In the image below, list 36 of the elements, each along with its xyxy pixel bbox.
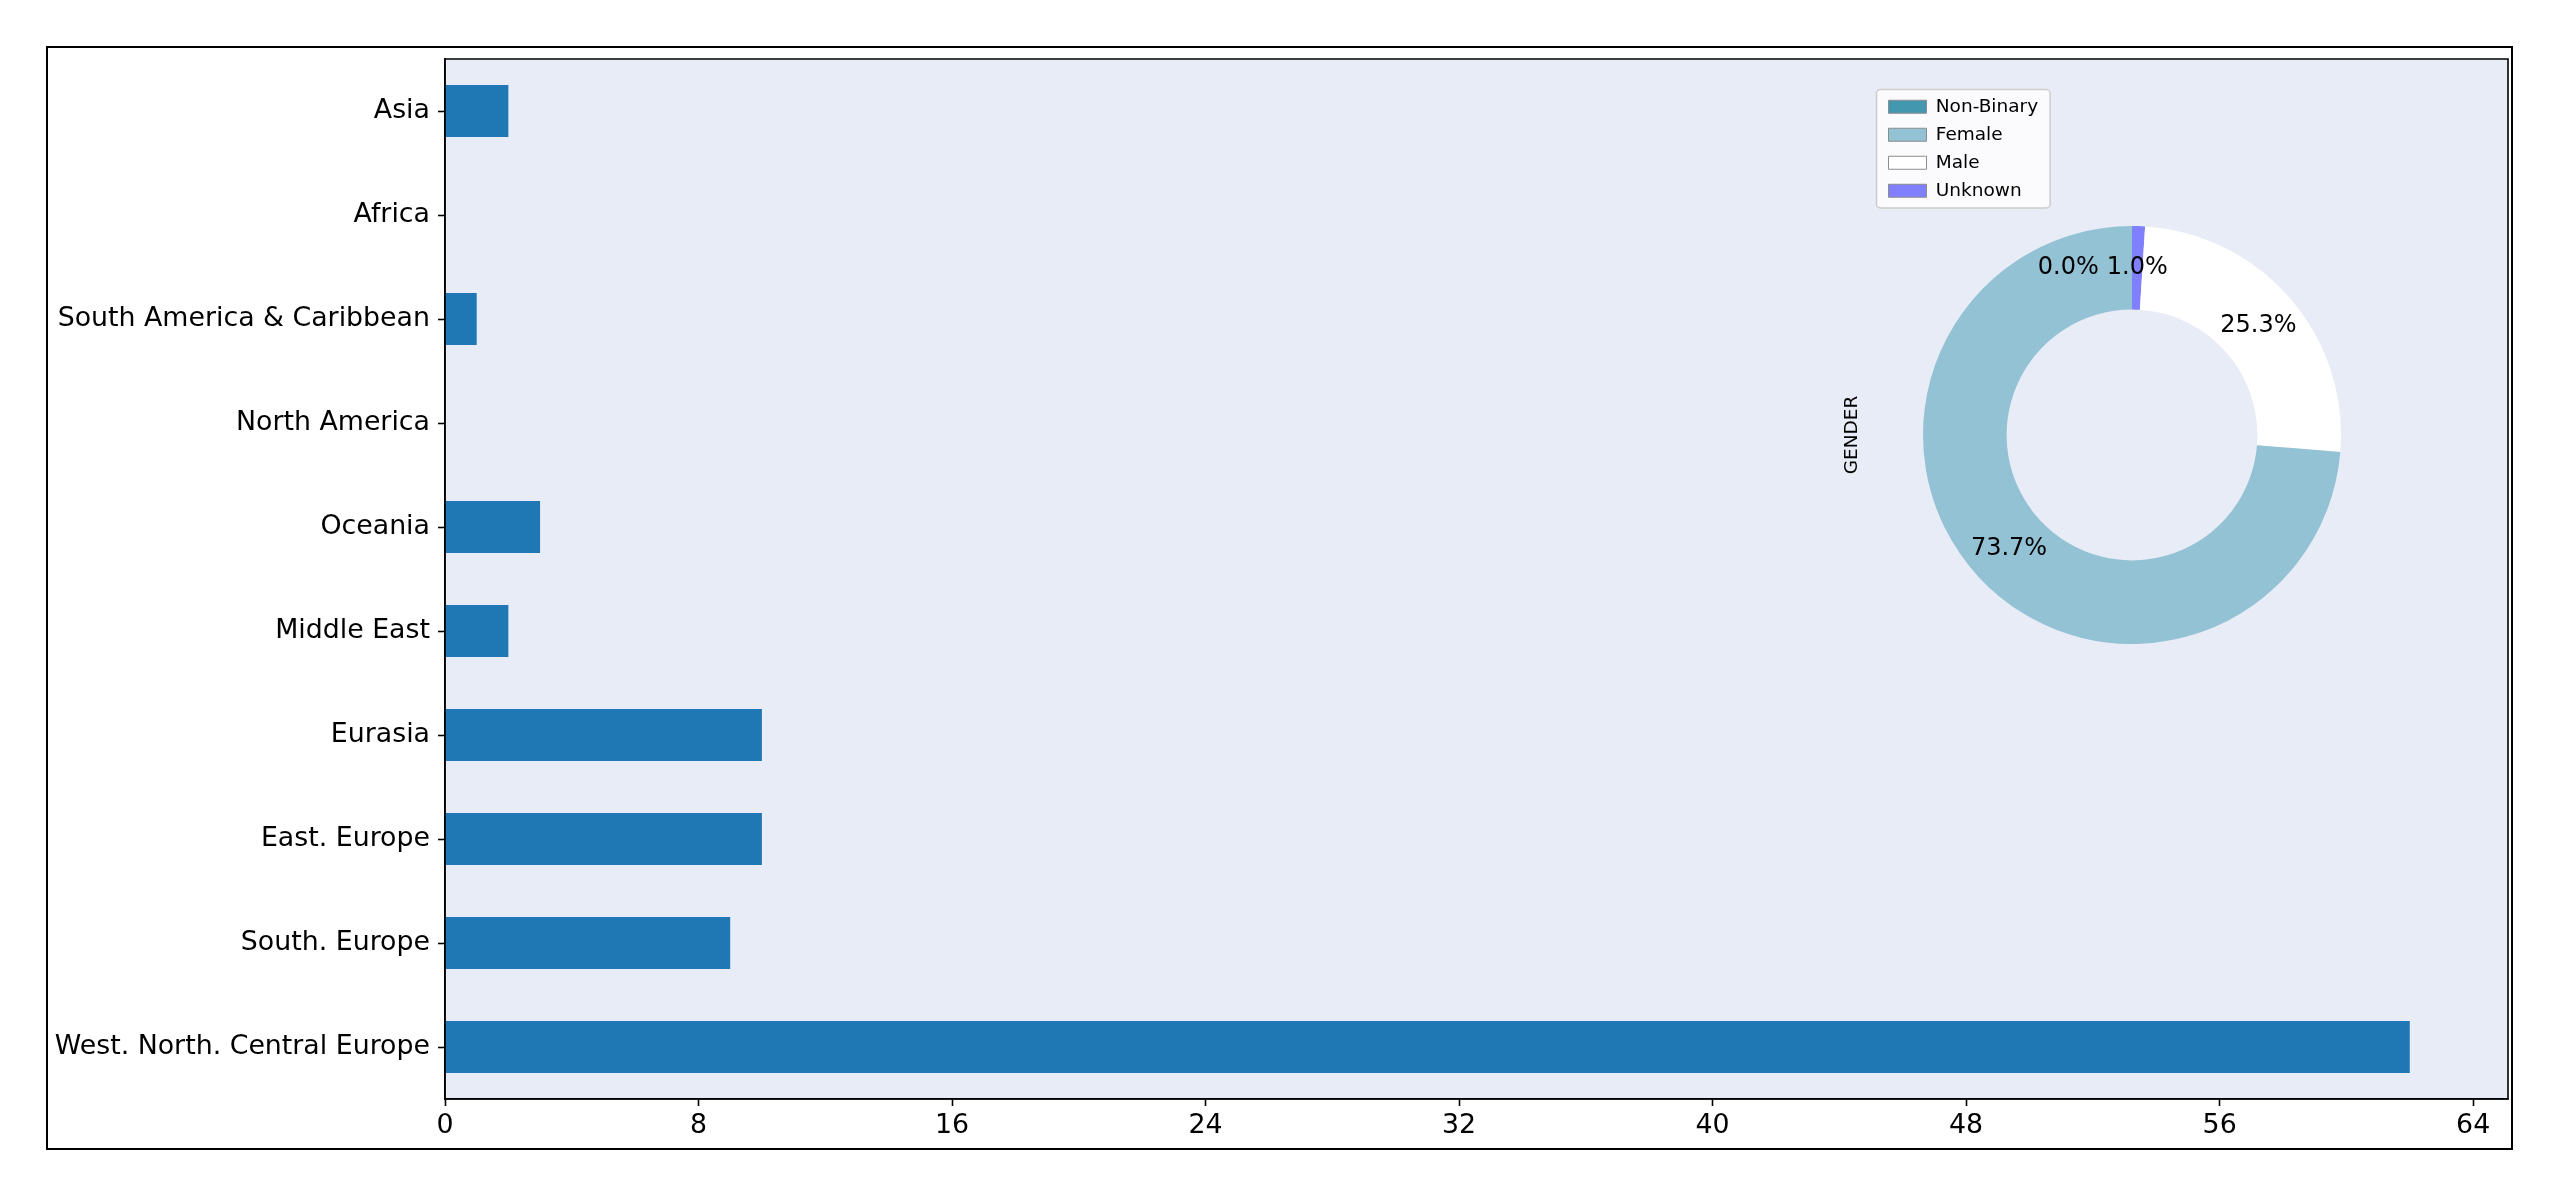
x-tick-label: 48 <box>1949 1108 1984 1140</box>
y-tick-label: East. Europe <box>260 820 430 852</box>
legend-label: Female <box>1935 122 2003 144</box>
x-tick-label: 64 <box>2456 1108 2491 1140</box>
y-tick-label: West. North. Central Europe <box>54 1028 430 1060</box>
y-tick-label: Oceania <box>320 508 430 540</box>
y-tick-label: Asia <box>373 92 430 124</box>
legend-label: Unknown <box>1935 178 2022 200</box>
y-tick-label: South. Europe <box>240 924 430 956</box>
bar <box>445 709 762 761</box>
y-tick-label: North America <box>235 404 430 436</box>
bar <box>445 293 477 345</box>
data-label: 25.3% <box>2220 309 2297 338</box>
y-tick-label: Africa <box>353 196 430 228</box>
x-tick-label: 32 <box>1442 1108 1477 1140</box>
legend-label: Non-Binary <box>1935 94 2039 116</box>
y-tick-label: Middle East <box>275 612 430 644</box>
x-tick-label: 8 <box>689 1108 708 1140</box>
x-tick-label: 56 <box>2202 1108 2237 1140</box>
data-label: 73.7% <box>1970 532 2048 561</box>
y-tick-label: Eurasia <box>330 716 430 748</box>
x-tick-label: 16 <box>934 1108 970 1140</box>
bar <box>445 1021 2410 1073</box>
data-label: 1.0% <box>2106 252 2168 281</box>
x-tick-label: 40 <box>1695 1108 1730 1140</box>
legend-label: Male <box>1935 150 1980 172</box>
bar <box>445 917 731 969</box>
text: GENDER <box>1839 395 1861 475</box>
x-tick-label: 0 <box>436 1108 454 1140</box>
bar <box>445 501 541 553</box>
bar <box>445 85 509 137</box>
text: 0.0% <box>2037 252 2099 281</box>
bar <box>445 813 762 865</box>
bar <box>445 605 509 657</box>
y-tick-label: South America & Caribbean <box>57 300 430 332</box>
x-tick-label: 24 <box>1188 1108 1223 1140</box>
